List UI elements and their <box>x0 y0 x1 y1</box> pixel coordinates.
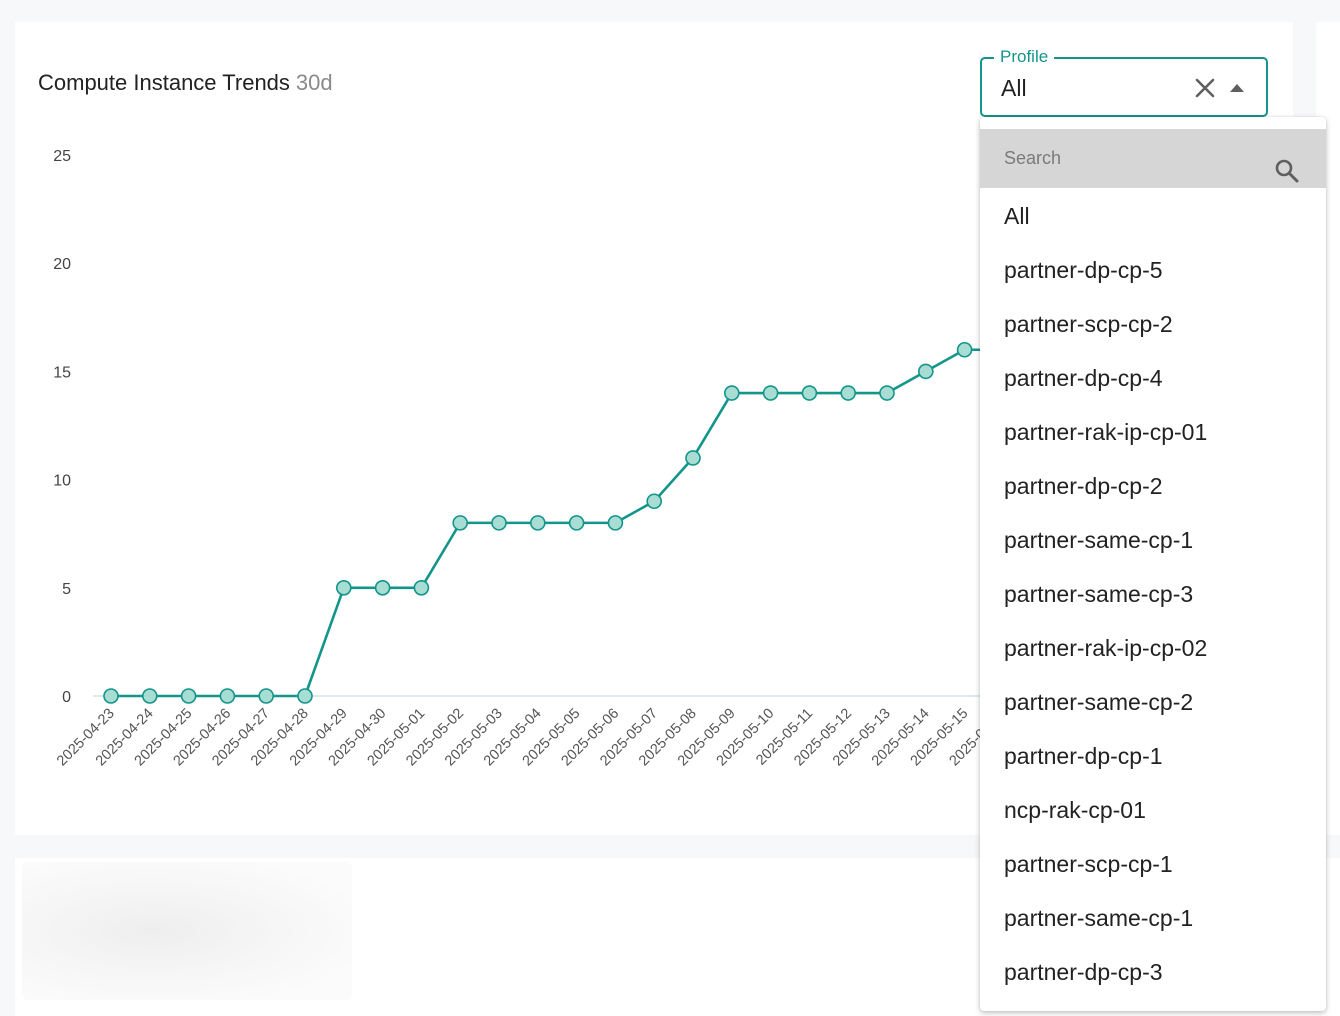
data-point[interactable] <box>762 385 779 401</box>
profile-option[interactable]: partner-same-cp-1 <box>1004 527 1194 553</box>
profile-option[interactable]: partner-dp-cp-3 <box>1004 959 1163 985</box>
profile-option[interactable]: partner-rak-ip-cp-01 <box>1004 419 1208 445</box>
y-tick-label: 20 <box>53 256 71 273</box>
search-input[interactable] <box>980 129 1270 188</box>
profile-option[interactable]: partner-same-cp-2 <box>1004 689 1194 715</box>
data-point[interactable] <box>452 515 469 531</box>
series-line <box>111 348 1004 698</box>
profile-option[interactable]: All <box>1004 203 1030 229</box>
data-point[interactable] <box>956 341 973 358</box>
profile-option[interactable]: partner-dp-cp-5 <box>1004 257 1163 283</box>
profile-select-label: Profile <box>994 47 1055 67</box>
search-bar <box>980 129 1326 188</box>
y-tick-label: 25 <box>53 148 71 165</box>
profile-option[interactable]: ncp-rak-cp-01 <box>1004 797 1146 823</box>
data-point[interactable] <box>180 688 197 704</box>
data-point[interactable] <box>413 579 430 596</box>
card-period: 30d <box>295 70 333 95</box>
profile-select-value: All <box>1001 75 1027 101</box>
data-point[interactable] <box>840 385 857 401</box>
y-tick-label: 5 <box>62 581 71 598</box>
data-point[interactable] <box>374 579 391 596</box>
profile-select[interactable]: Profile All <box>980 47 1268 117</box>
data-point[interactable] <box>607 515 624 531</box>
data-point[interactable] <box>258 688 275 704</box>
data-point[interactable] <box>491 515 507 531</box>
close-icon[interactable] <box>1192 75 1218 101</box>
caret-up-icon[interactable] <box>1229 83 1245 93</box>
profile-option[interactable]: partner-dp-cp-4 <box>1004 365 1163 391</box>
profile-option[interactable]: partner-same-cp-1 <box>1004 905 1194 931</box>
option-list: All partner-dp-cp-5 partner-scp-cp-2 partne… <box>980 189 1326 999</box>
data-point[interactable] <box>685 450 701 466</box>
data-point[interactable] <box>529 515 546 531</box>
y-tick-label: 10 <box>53 473 71 490</box>
data-point[interactable] <box>297 688 313 704</box>
data-point[interactable] <box>142 688 158 704</box>
data-point[interactable] <box>103 688 119 704</box>
card-title: Compute Instance Trends 30d <box>38 70 333 96</box>
profile-option[interactable]: partner-rak-ip-cp-02 <box>1004 635 1208 661</box>
card-title-text: Compute Instance Trends <box>38 70 290 95</box>
data-point[interactable] <box>801 385 818 401</box>
y-tick-label: 0 <box>62 689 71 706</box>
data-point[interactable] <box>879 385 895 401</box>
data-point[interactable] <box>219 688 236 704</box>
profile-dropdown: All partner-dp-cp-5 partner-scp-cp-2 partne… <box>980 117 1326 1011</box>
y-tick-label: 15 <box>53 364 71 381</box>
data-point[interactable] <box>568 515 585 531</box>
data-point[interactable] <box>917 363 934 380</box>
search-icon[interactable] <box>1274 158 1300 184</box>
profile-option[interactable]: partner-dp-cp-1 <box>1004 743 1163 769</box>
data-point[interactable] <box>646 493 663 510</box>
profile-option[interactable]: partner-scp-cp-1 <box>1004 851 1173 877</box>
profile-option[interactable]: partner-same-cp-3 <box>1004 581 1194 607</box>
data-point[interactable] <box>723 385 740 401</box>
profile-option[interactable]: partner-scp-cp-2 <box>1004 311 1173 337</box>
profile-option[interactable]: partner-dp-cp-2 <box>1004 473 1163 499</box>
blurred-content <box>22 862 352 1000</box>
data-point[interactable] <box>335 579 352 596</box>
